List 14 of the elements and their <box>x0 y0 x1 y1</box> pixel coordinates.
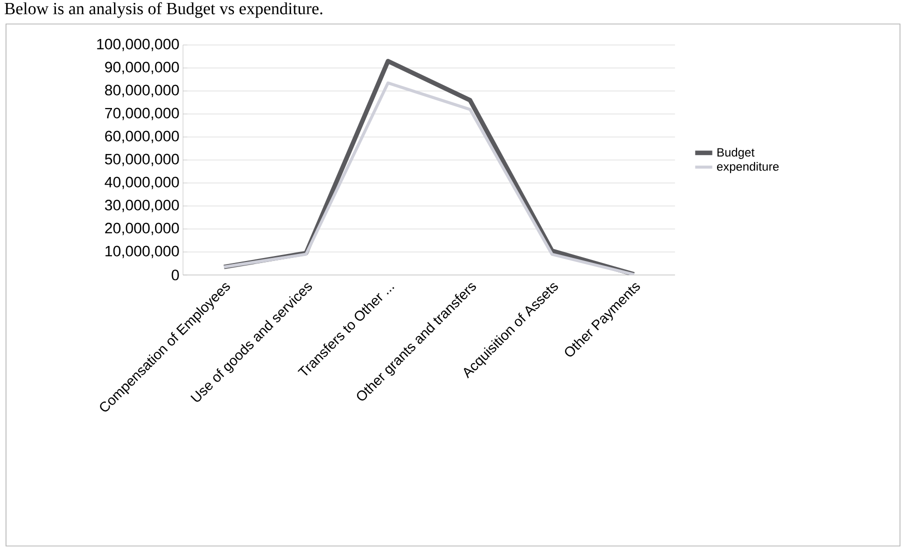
y-tick-label: 80,000,000 <box>105 84 179 98</box>
text: Below is an analysis of Budget vs expenditure. <box>4 2 322 18</box>
legend-label: expenditure <box>717 162 779 174</box>
legend-label: Budget <box>718 148 754 159</box>
y-tick-label: 30,000,000 <box>104 200 179 212</box>
y-tick-label: 20,000,000 <box>105 222 179 236</box>
y-tick-label: 10,000,000 <box>106 246 179 258</box>
y-tick-label: 60,000,000 <box>105 130 179 144</box>
y-tick-label: 90,000,000 <box>105 62 179 74</box>
y-tick-label: 100,000,000 <box>97 38 179 52</box>
y-tick-label: 40,000,000 <box>104 176 179 190</box>
y-tick-label: 50,000,000 <box>105 154 179 166</box>
y-tick-label: 0 <box>172 270 179 280</box>
y-tick-label: 70,000,000 <box>105 108 179 120</box>
